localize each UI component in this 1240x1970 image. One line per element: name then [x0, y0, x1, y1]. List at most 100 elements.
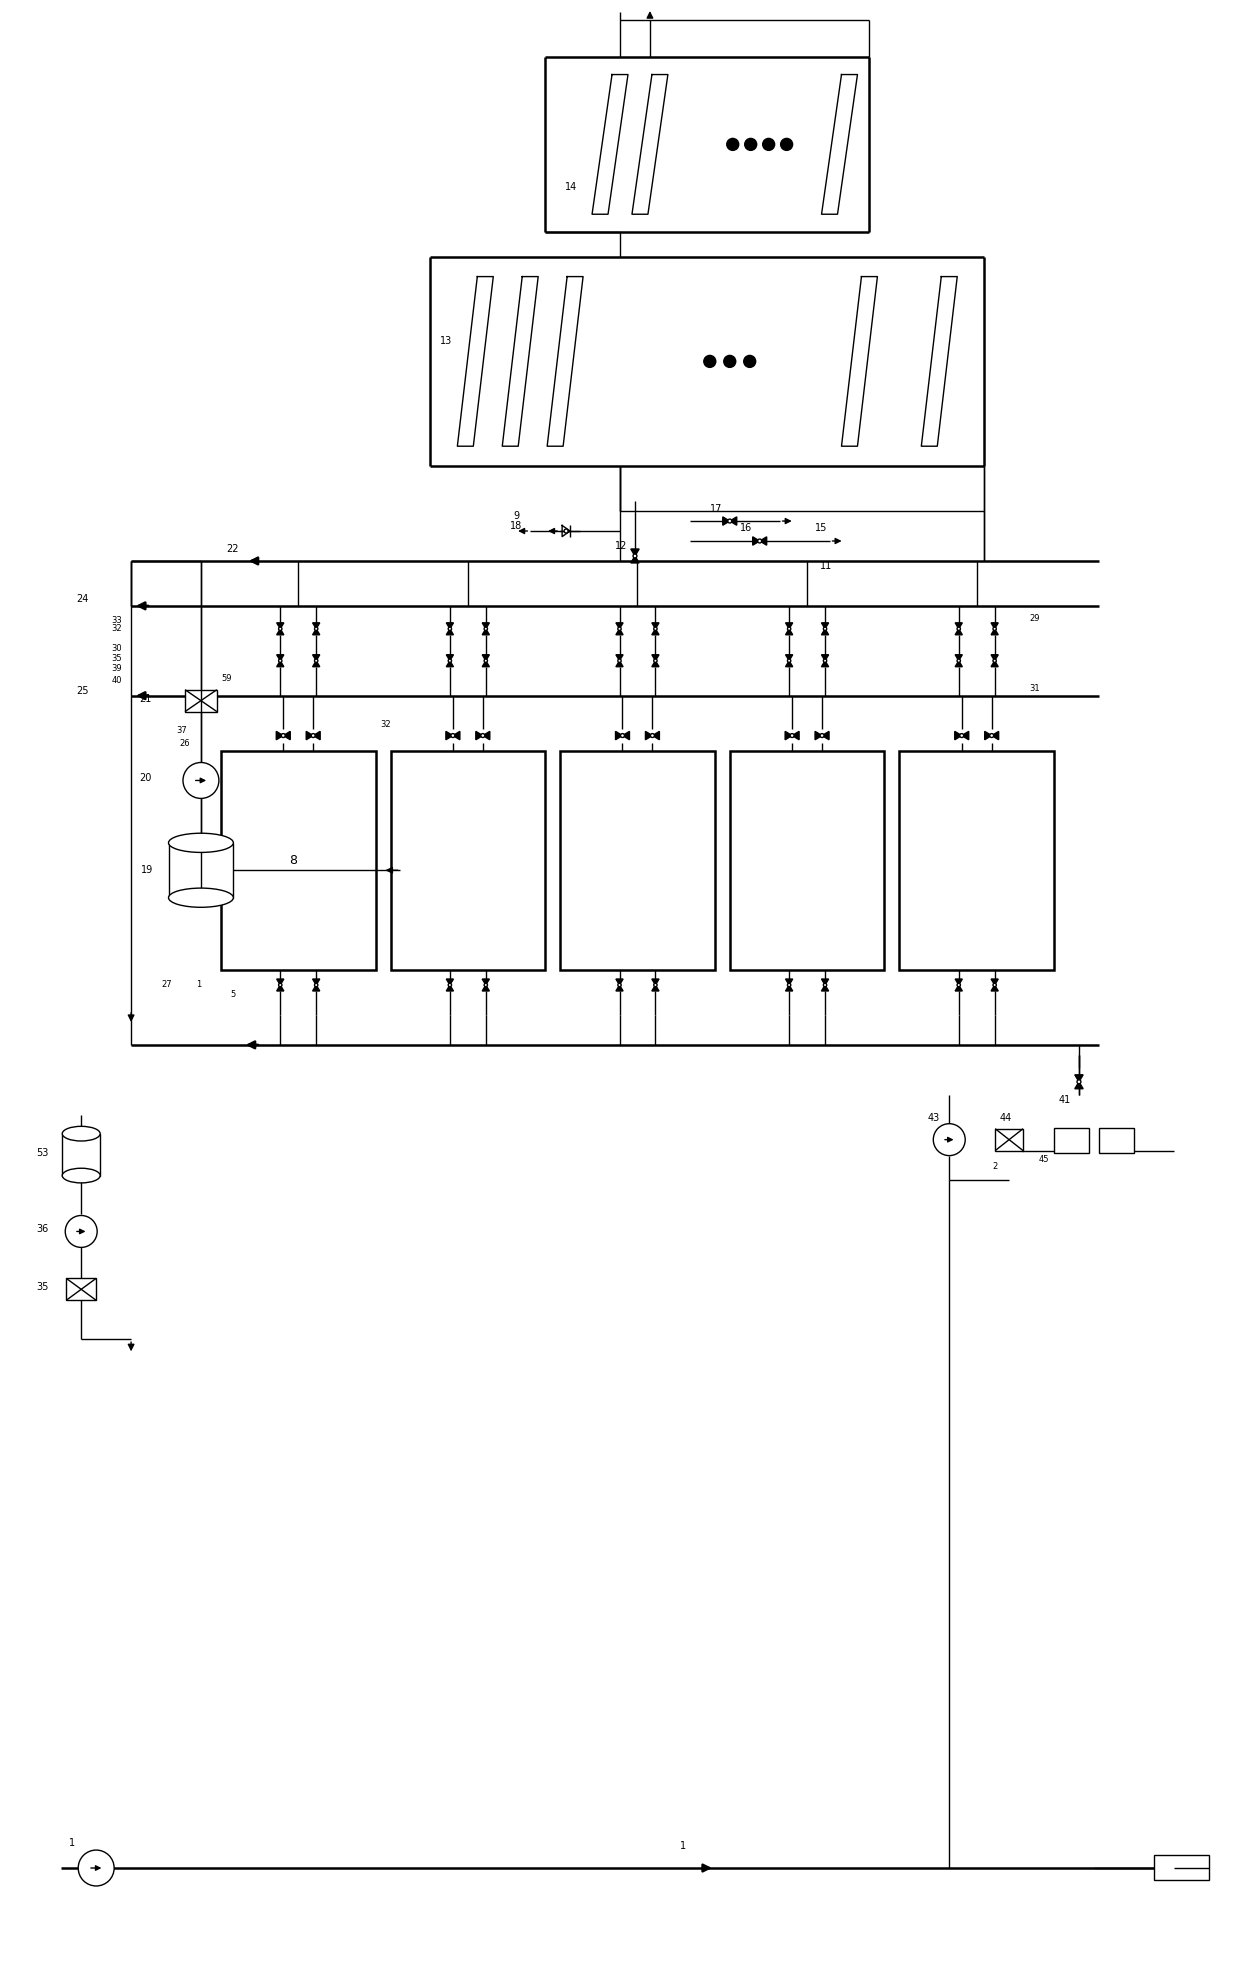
Circle shape: [993, 660, 996, 662]
Bar: [899, 751, 1054, 969]
Circle shape: [620, 733, 625, 737]
Text: 12: 12: [615, 542, 627, 552]
Circle shape: [653, 626, 657, 630]
Text: 37: 37: [176, 727, 187, 735]
Polygon shape: [306, 731, 314, 741]
Polygon shape: [821, 628, 828, 634]
Text: 43: 43: [928, 1113, 940, 1123]
Polygon shape: [616, 985, 622, 991]
Polygon shape: [1075, 1076, 1084, 1082]
Polygon shape: [955, 660, 962, 666]
Polygon shape: [646, 731, 652, 741]
Polygon shape: [482, 979, 490, 985]
Polygon shape: [991, 623, 998, 628]
Polygon shape: [991, 628, 998, 634]
Circle shape: [651, 733, 655, 737]
Text: 17: 17: [709, 504, 722, 514]
Polygon shape: [822, 75, 858, 215]
Text: 22: 22: [226, 544, 238, 554]
Polygon shape: [446, 985, 454, 991]
Text: 29: 29: [1029, 615, 1039, 623]
Polygon shape: [277, 654, 284, 660]
Text: 15: 15: [815, 522, 827, 534]
Polygon shape: [283, 731, 290, 741]
Polygon shape: [631, 556, 639, 563]
Text: 33: 33: [112, 617, 122, 624]
Polygon shape: [992, 731, 998, 741]
Polygon shape: [723, 516, 730, 526]
Circle shape: [653, 983, 657, 987]
Circle shape: [618, 626, 621, 630]
Polygon shape: [821, 985, 828, 991]
Polygon shape: [792, 731, 799, 741]
Polygon shape: [615, 731, 622, 741]
Circle shape: [724, 355, 735, 366]
Text: 18: 18: [510, 520, 522, 532]
Text: 59: 59: [221, 674, 232, 684]
Circle shape: [781, 138, 792, 150]
Polygon shape: [482, 660, 490, 666]
Circle shape: [184, 762, 219, 798]
Circle shape: [279, 660, 281, 662]
Polygon shape: [482, 628, 490, 634]
Circle shape: [279, 983, 281, 987]
Circle shape: [1078, 1080, 1081, 1084]
Polygon shape: [955, 979, 962, 985]
Text: 35: 35: [36, 1282, 48, 1292]
Circle shape: [484, 983, 487, 987]
Polygon shape: [277, 731, 283, 741]
Text: 9: 9: [513, 510, 520, 520]
Polygon shape: [277, 628, 284, 634]
Text: 19: 19: [141, 865, 154, 875]
Polygon shape: [446, 979, 454, 985]
Polygon shape: [785, 985, 792, 991]
Polygon shape: [446, 660, 454, 666]
Polygon shape: [955, 654, 962, 660]
Text: 53: 53: [36, 1149, 48, 1158]
Polygon shape: [277, 985, 284, 991]
Polygon shape: [482, 623, 490, 628]
Circle shape: [787, 626, 791, 630]
Polygon shape: [312, 660, 320, 666]
Text: 44: 44: [999, 1113, 1012, 1123]
Polygon shape: [458, 276, 494, 447]
Polygon shape: [277, 623, 284, 628]
Polygon shape: [616, 660, 622, 666]
Polygon shape: [622, 731, 630, 741]
Text: 11: 11: [820, 561, 832, 571]
Text: 39: 39: [112, 664, 122, 674]
Circle shape: [618, 660, 621, 662]
Polygon shape: [547, 276, 583, 447]
Text: 24: 24: [76, 593, 88, 605]
Polygon shape: [785, 979, 792, 985]
Circle shape: [790, 733, 794, 737]
Text: 25: 25: [76, 686, 89, 695]
Polygon shape: [955, 623, 962, 628]
Circle shape: [960, 733, 963, 737]
Circle shape: [993, 626, 996, 630]
Circle shape: [763, 138, 775, 150]
Text: 36: 36: [36, 1225, 48, 1235]
Polygon shape: [652, 731, 660, 741]
Polygon shape: [616, 979, 622, 985]
Polygon shape: [312, 979, 320, 985]
Circle shape: [311, 733, 315, 737]
Text: 27: 27: [161, 981, 171, 989]
Bar: [1153, 1856, 1209, 1879]
Circle shape: [632, 554, 637, 558]
Polygon shape: [446, 654, 454, 660]
Circle shape: [704, 355, 715, 366]
Circle shape: [618, 983, 621, 987]
Circle shape: [448, 626, 451, 630]
Circle shape: [315, 626, 317, 630]
Polygon shape: [314, 731, 320, 741]
Text: 1: 1: [69, 1838, 76, 1848]
Circle shape: [653, 660, 657, 662]
Polygon shape: [955, 731, 962, 741]
Text: 16: 16: [740, 522, 751, 534]
Circle shape: [957, 626, 961, 630]
Polygon shape: [502, 276, 538, 447]
Polygon shape: [1075, 1082, 1084, 1089]
Circle shape: [66, 1215, 97, 1247]
Circle shape: [728, 518, 732, 522]
